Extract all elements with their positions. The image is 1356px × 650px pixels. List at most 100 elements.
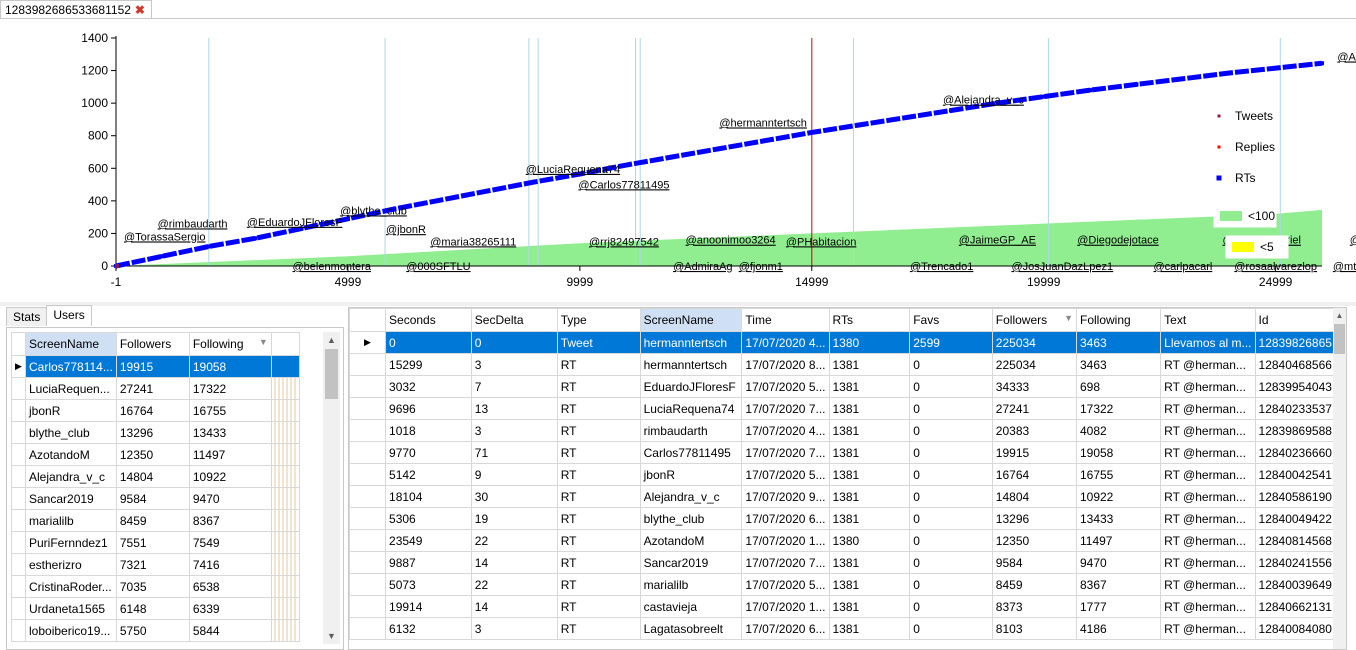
users-scrollbar[interactable]: ▲ ▼ xyxy=(323,332,340,644)
main-cell-rts[interactable]: 1381 xyxy=(828,617,911,640)
main-row[interactable]: 1018 3 RT rimbaudarth 17/07/2020 4... 1381 0 20… xyxy=(349,419,1346,442)
main-row[interactable]: 6132 3 RT Lagatasobreelt 17/07/2020 6... 1381… xyxy=(349,617,1346,640)
users-row[interactable]: blythe_club 13296 13433 xyxy=(11,421,300,444)
users-row[interactable]: PuriFernndez1 7551 7549 xyxy=(11,531,300,554)
main-cell-followers[interactable]: 12350 xyxy=(991,529,1077,552)
main-cell-following[interactable]: 698 xyxy=(1075,375,1162,398)
row-header[interactable] xyxy=(11,531,26,554)
main-cell-favs[interactable]: 0 xyxy=(909,485,993,508)
users-cell-followers[interactable]: 5750 xyxy=(115,619,190,642)
main-cell-secdelta[interactable]: 0 xyxy=(470,331,558,354)
main-cell-id[interactable]: 12839826865... xyxy=(1254,331,1346,354)
main-cell-rts[interactable]: 1381 xyxy=(828,573,911,596)
main-cell-text[interactable]: RT @herman... xyxy=(1160,573,1256,596)
main-header-text[interactable]: Text xyxy=(1160,308,1256,332)
main-row[interactable]: 5073 22 RT marialilb 17/07/2020 5... 1381 0 845… xyxy=(349,573,1346,596)
main-cell-followers[interactable]: 34333 xyxy=(991,375,1077,398)
main-cell-text[interactable]: RT @herman... xyxy=(1160,353,1256,376)
main-cell-rts[interactable]: 1381 xyxy=(828,551,911,574)
main-cell-secdelta[interactable]: 3 xyxy=(470,353,558,376)
users-cell-following[interactable]: 16755 xyxy=(188,399,272,422)
users-cell-extra[interactable] xyxy=(270,487,300,510)
main-row[interactable]: 19914 14 RT castavieja 17/07/2020 1... 1381 0 8… xyxy=(349,595,1346,618)
row-header[interactable] xyxy=(11,377,26,400)
main-cell-time[interactable]: 17/07/2020 6... xyxy=(741,507,830,530)
main-cell-type[interactable]: RT xyxy=(556,551,641,574)
main-cell-following[interactable]: 4186 xyxy=(1075,617,1162,640)
users-cell-screenname[interactable]: Urdaneta1565 xyxy=(25,597,117,620)
users-cell-following[interactable]: 7549 xyxy=(188,531,272,554)
main-cell-id[interactable]: 12840042541... xyxy=(1254,463,1346,486)
main-cell-rts[interactable]: 1381 xyxy=(828,397,911,420)
main-cell-secdelta[interactable]: 71 xyxy=(470,441,558,464)
row-header[interactable] xyxy=(349,397,387,420)
main-header-id[interactable]: Id xyxy=(1254,308,1346,332)
users-cell-screenname[interactable]: AzotandoM xyxy=(25,443,117,466)
main-row[interactable]: 3032 7 RT EduardoJFloresF 17/07/2020 5... 138… xyxy=(349,375,1346,398)
main-cell-time[interactable]: 17/07/2020 4... xyxy=(741,419,830,442)
main-cell-screenname[interactable]: hermanntertsch xyxy=(639,353,743,376)
main-cell-screenname[interactable]: Lagatasobreelt xyxy=(639,617,743,640)
users-cell-followers[interactable]: 9584 xyxy=(115,487,190,510)
horizontal-splitter[interactable] xyxy=(0,302,1356,306)
users-row[interactable]: Sancar2019 9584 9470 xyxy=(11,487,300,510)
main-cell-followers[interactable]: 20383 xyxy=(991,419,1077,442)
main-cell-id[interactable]: 12839954043... xyxy=(1254,375,1346,398)
main-header-type[interactable]: Type xyxy=(556,308,641,332)
main-cell-followers[interactable]: 225034 xyxy=(991,353,1077,376)
main-cell-seconds[interactable]: 23549 xyxy=(385,529,472,552)
document-tab[interactable]: 1283982686533681152 ✖ xyxy=(0,0,152,19)
users-cell-screenname[interactable]: Carlos778114... xyxy=(25,355,117,378)
main-cell-screenname[interactable]: Alejandra_v_c xyxy=(639,485,743,508)
users-cell-followers[interactable]: 13296 xyxy=(115,421,190,444)
main-cell-rts[interactable]: 1381 xyxy=(828,419,911,442)
users-cell-following[interactable]: 17322 xyxy=(188,377,272,400)
current-row-arrow-icon[interactable]: ▶ xyxy=(349,331,387,354)
users-header-extra[interactable] xyxy=(270,332,300,356)
users-cell-following[interactable]: 6339 xyxy=(188,597,272,620)
main-cell-secdelta[interactable]: 7 xyxy=(470,375,558,398)
main-cell-seconds[interactable]: 0 xyxy=(385,331,472,354)
users-cell-followers[interactable]: 27241 xyxy=(115,377,190,400)
users-cell-extra[interactable] xyxy=(270,355,300,378)
main-cell-following[interactable]: 11497 xyxy=(1075,529,1162,552)
main-row[interactable]: 5142 9 RT jbonR 17/07/2020 5... 1381 0 16764 167… xyxy=(349,463,1346,486)
main-cell-following[interactable]: 3463 xyxy=(1075,353,1162,376)
main-row[interactable]: 5306 19 RT blythe_club 17/07/2020 6... 1381 0 1… xyxy=(349,507,1346,530)
main-cell-rts[interactable]: 1381 xyxy=(828,485,911,508)
users-cell-following[interactable]: 6538 xyxy=(188,575,272,598)
main-cell-seconds[interactable]: 9770 xyxy=(385,441,472,464)
main-cell-secdelta[interactable]: 3 xyxy=(470,419,558,442)
main-cell-id[interactable]: 12840233537... xyxy=(1254,397,1346,420)
main-cell-id[interactable]: 12840084080... xyxy=(1254,617,1346,640)
users-row[interactable]: LuciaRequen... 27241 17322 xyxy=(11,377,300,400)
main-corner[interactable] xyxy=(349,308,387,332)
main-cell-secdelta[interactable]: 19 xyxy=(470,507,558,530)
main-cell-type[interactable]: Tweet xyxy=(556,331,641,354)
users-cell-following[interactable]: 9470 xyxy=(188,487,272,510)
main-cell-id[interactable]: 12840468566... xyxy=(1254,353,1346,376)
main-cell-id[interactable]: 12840236660... xyxy=(1254,441,1346,464)
main-cell-screenname[interactable]: AzotandoM xyxy=(639,529,743,552)
main-cell-text[interactable]: RT @herman... xyxy=(1160,397,1256,420)
main-cell-followers[interactable]: 225034 xyxy=(991,331,1077,354)
main-cell-text[interactable]: RT @herman... xyxy=(1160,441,1256,464)
tab-users[interactable]: Users xyxy=(46,305,92,326)
main-cell-secdelta[interactable]: 9 xyxy=(470,463,558,486)
row-header[interactable] xyxy=(349,551,387,574)
main-cell-following[interactable]: 19058 xyxy=(1075,441,1162,464)
row-header[interactable] xyxy=(349,353,387,376)
users-cell-extra[interactable] xyxy=(270,575,300,598)
main-header-time[interactable]: Time xyxy=(741,308,830,332)
main-row[interactable]: 9887 14 RT Sancar2019 17/07/2020 7... 1381 0 95… xyxy=(349,551,1346,574)
main-cell-screenname[interactable]: LuciaRequena74 xyxy=(639,397,743,420)
main-cell-favs[interactable]: 0 xyxy=(909,573,993,596)
users-cell-following[interactable]: 19058 xyxy=(188,355,272,378)
row-header[interactable] xyxy=(349,507,387,530)
main-header-rts[interactable]: RTs xyxy=(828,308,911,332)
main-cell-text[interactable]: RT @herman... xyxy=(1160,485,1256,508)
users-cell-extra[interactable] xyxy=(270,509,300,532)
main-scroll-thumb[interactable] xyxy=(1334,324,1345,354)
main-cell-id[interactable]: 12840586190... xyxy=(1254,485,1346,508)
main-cell-rts[interactable]: 1381 xyxy=(828,375,911,398)
